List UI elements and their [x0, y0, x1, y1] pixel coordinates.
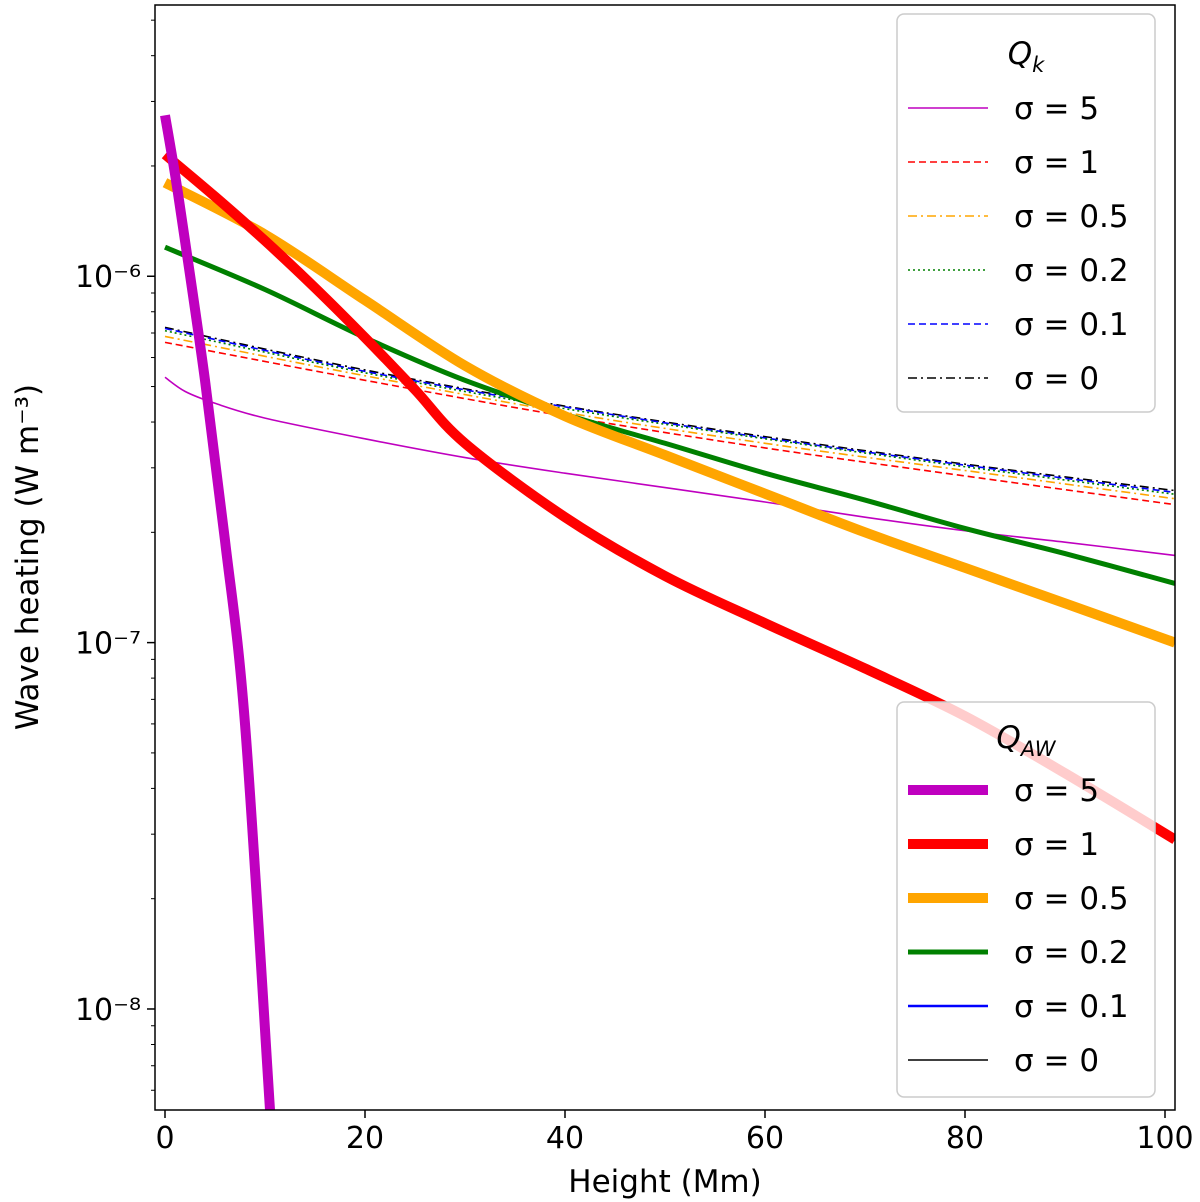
- x-tick-label: 80: [946, 1121, 984, 1156]
- legend-label: σ = 1: [1014, 827, 1099, 863]
- legend-label: σ = 0.5: [1014, 881, 1129, 917]
- series-line-q-k-0.1: [164, 327, 1175, 494]
- legend-label: σ = 0.5: [1014, 199, 1129, 235]
- legend-label: σ = 5: [1014, 773, 1099, 809]
- legend-label: σ = 5: [1014, 91, 1099, 127]
- x-axis-ticks: 0 20 40 60 80 100: [155, 1110, 1194, 1156]
- x-tick-label: 40: [546, 1121, 584, 1156]
- legend-qk-entries: σ = 5 σ = 1 σ = 0.5 σ = 0.2 σ = 0.1 σ = 0: [908, 91, 1129, 397]
- x-axis-title: Height (Mm): [568, 1164, 761, 1200]
- y-axis-ticks: 10⁻⁸ 10⁻⁷ 10⁻⁶: [75, 19, 155, 1091]
- series-line-q-aw-0.5: [162, 178, 1175, 648]
- x-tick-label: 20: [346, 1121, 384, 1156]
- plot-frame: [154, 4, 1176, 1111]
- legend-qaw-entries: σ = 5 σ = 1 σ = 0.5 σ = 0.2 σ = 0.1 σ = 0: [908, 773, 1129, 1079]
- legend-label: σ = 0.2: [1014, 253, 1129, 289]
- legend-label: σ = 1: [1014, 145, 1099, 181]
- y-tick-label: 10⁻⁸: [75, 993, 141, 1028]
- legend-qk-title: Qk: [1008, 36, 1045, 77]
- series-line-q-k-1: [164, 341, 1175, 506]
- series-line-q-aw-0.2: [164, 244, 1175, 586]
- y-tick-label: 10⁻⁶: [75, 260, 141, 295]
- legend-qk-frame: [896, 13, 1156, 413]
- series-line-q-aw-5: [160, 114, 275, 1110]
- legend-label: σ = 0.1: [1014, 307, 1129, 343]
- y-tick-label: 10⁻⁷: [75, 627, 141, 662]
- legend-qaw-frame: [896, 701, 1156, 1098]
- series-line-q-k-0: [164, 326, 1175, 492]
- series-line-q-k-0.5: [164, 335, 1175, 500]
- legend-qk: Qk σ = 5 σ = 1 σ = 0.5 σ = 0.2 σ = 0.1 σ = 0: [896, 13, 1156, 413]
- x-tick-label: 100: [1136, 1121, 1193, 1156]
- legend-qaw: QAW σ = 5σ = 1σ = 0.5σ = 0.2σ = 0.1σ = 0: [896, 701, 1156, 1098]
- x-tick-label: 0: [155, 1121, 174, 1156]
- x-tick-label: 60: [746, 1121, 784, 1156]
- legend-label: σ = 0.2: [1014, 935, 1129, 971]
- legend-label: σ = 0.1: [1014, 989, 1129, 1025]
- legend-label: σ = 0: [1014, 1043, 1099, 1079]
- legend-label: σ = 0: [1014, 361, 1099, 397]
- y-axis-title: Wave heating (W m⁻³): [10, 384, 46, 730]
